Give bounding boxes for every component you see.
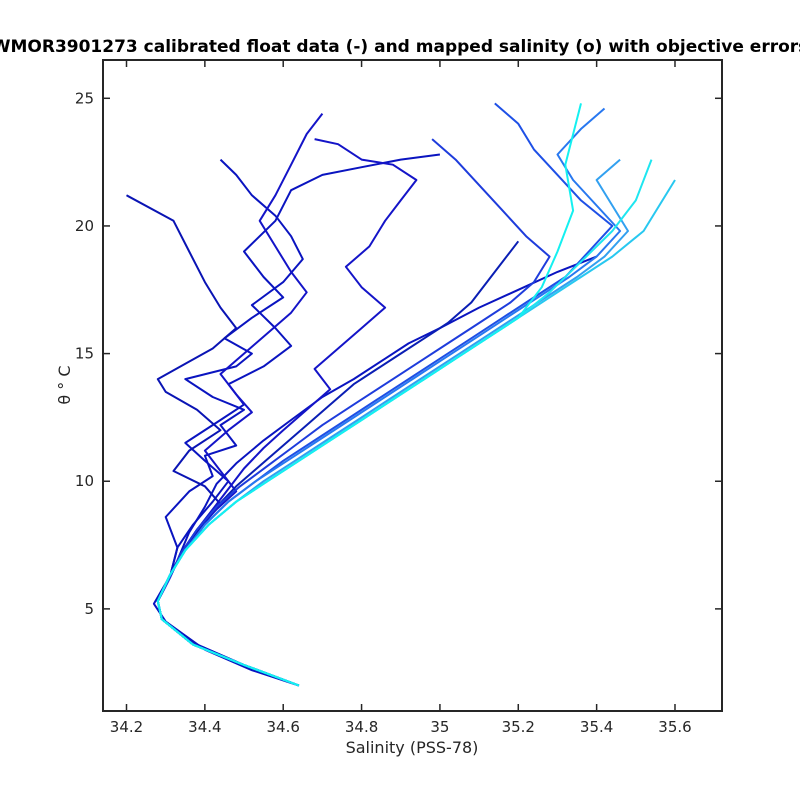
y-tick-label: 25	[75, 89, 94, 107]
x-tick-label: 34.4	[188, 718, 221, 736]
chart-title: WMOR3901273 calibrated float data (-) an…	[0, 37, 800, 57]
x-tick-label: 34.2	[110, 718, 143, 736]
y-tick-label: 15	[75, 345, 94, 363]
x-axis-label: Salinity (PSS-78)	[346, 738, 479, 757]
plot-frame	[102, 59, 723, 712]
y-axis-label: θ ° C	[55, 365, 74, 404]
x-tick-label: 34.8	[345, 718, 378, 736]
x-tick-label: 35.6	[658, 718, 691, 736]
profile-line-14	[156, 103, 582, 687]
plot-area	[103, 60, 722, 711]
x-tick-label: 35.4	[580, 718, 613, 736]
x-axis-ticks: 34.2 34.4 34.6 34.8 35 35.2 35.4 35.6	[110, 60, 692, 736]
y-tick-label: 5	[84, 600, 94, 618]
x-tick-label: 34.6	[267, 718, 300, 736]
y-axis-ticks: 5 10 15 20 25	[75, 89, 722, 618]
x-tick-label: 35.2	[502, 718, 535, 736]
series-layer	[126, 102, 676, 687]
y-tick-label: 20	[75, 217, 94, 235]
x-tick-label: 35	[430, 718, 449, 736]
y-tick-label: 10	[75, 472, 94, 490]
